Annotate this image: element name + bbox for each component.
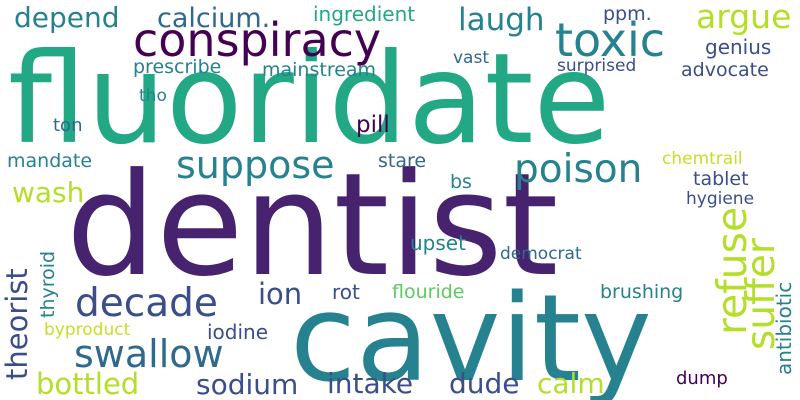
word-democrat: democrat — [500, 244, 582, 264]
word-argue: argue — [696, 0, 792, 36]
word-intake: intake — [327, 367, 414, 400]
word-thyroid: thyroid — [37, 250, 59, 318]
word-bs: bs — [450, 171, 472, 193]
word-dude: dude — [449, 367, 520, 400]
word-cavity: cavity — [290, 270, 652, 400]
word-poison: poison — [514, 147, 643, 192]
word-vast: vast — [453, 48, 490, 68]
word-mandate: mandate — [7, 150, 93, 172]
word-advocate: advocate — [681, 59, 769, 81]
word-ion: ion — [258, 277, 303, 311]
word-genius: genius — [705, 35, 772, 59]
word-upset: upset — [410, 231, 466, 255]
word-antibiotic: antibiotic — [772, 281, 796, 375]
word-laugh: laugh — [458, 2, 545, 38]
word-dentist: dentist — [66, 143, 559, 308]
word-calcium: calcium. — [157, 3, 271, 34]
word-toxic: toxic — [555, 13, 666, 67]
word-depend: depend — [14, 1, 120, 34]
word-wash: wash — [12, 176, 85, 209]
word-dump: dump — [676, 368, 728, 389]
word-fluoridate: fluoridate — [8, 27, 611, 172]
word-decade: decade — [75, 281, 218, 326]
word-swallow: swallow — [74, 332, 224, 376]
word-surprised: surprised — [557, 56, 637, 76]
word-brushing: brushing — [600, 281, 684, 303]
word-sodium: sodium — [196, 368, 299, 400]
word-ton: ton — [53, 115, 83, 136]
word-hygiene: hygiene — [686, 189, 755, 209]
word-ingredient: ingredient — [313, 2, 416, 26]
word-stare: stare — [378, 150, 427, 172]
word-iodine: iodine — [207, 320, 269, 344]
word-calm: calm — [537, 367, 605, 400]
word-suppose: suppose — [176, 143, 335, 187]
word-byproduct: byproduct — [44, 320, 131, 340]
word-theorist: theorist — [0, 268, 34, 380]
word-prescribe: prescribe — [133, 56, 222, 78]
word-tho: tho — [139, 86, 167, 106]
word-chemtrail: chemtrail — [662, 149, 743, 169]
word-tablet: tablet — [693, 168, 749, 190]
word-rot: rot — [332, 280, 360, 304]
word-ppm: ppm. — [603, 3, 652, 25]
word-pill: pill — [356, 112, 390, 138]
word-conspiracy: conspiracy — [133, 13, 382, 67]
word-mainstream: mainstream — [262, 59, 377, 81]
word-bottled: bottled — [36, 367, 140, 400]
word-flouride: flouride — [392, 281, 465, 303]
